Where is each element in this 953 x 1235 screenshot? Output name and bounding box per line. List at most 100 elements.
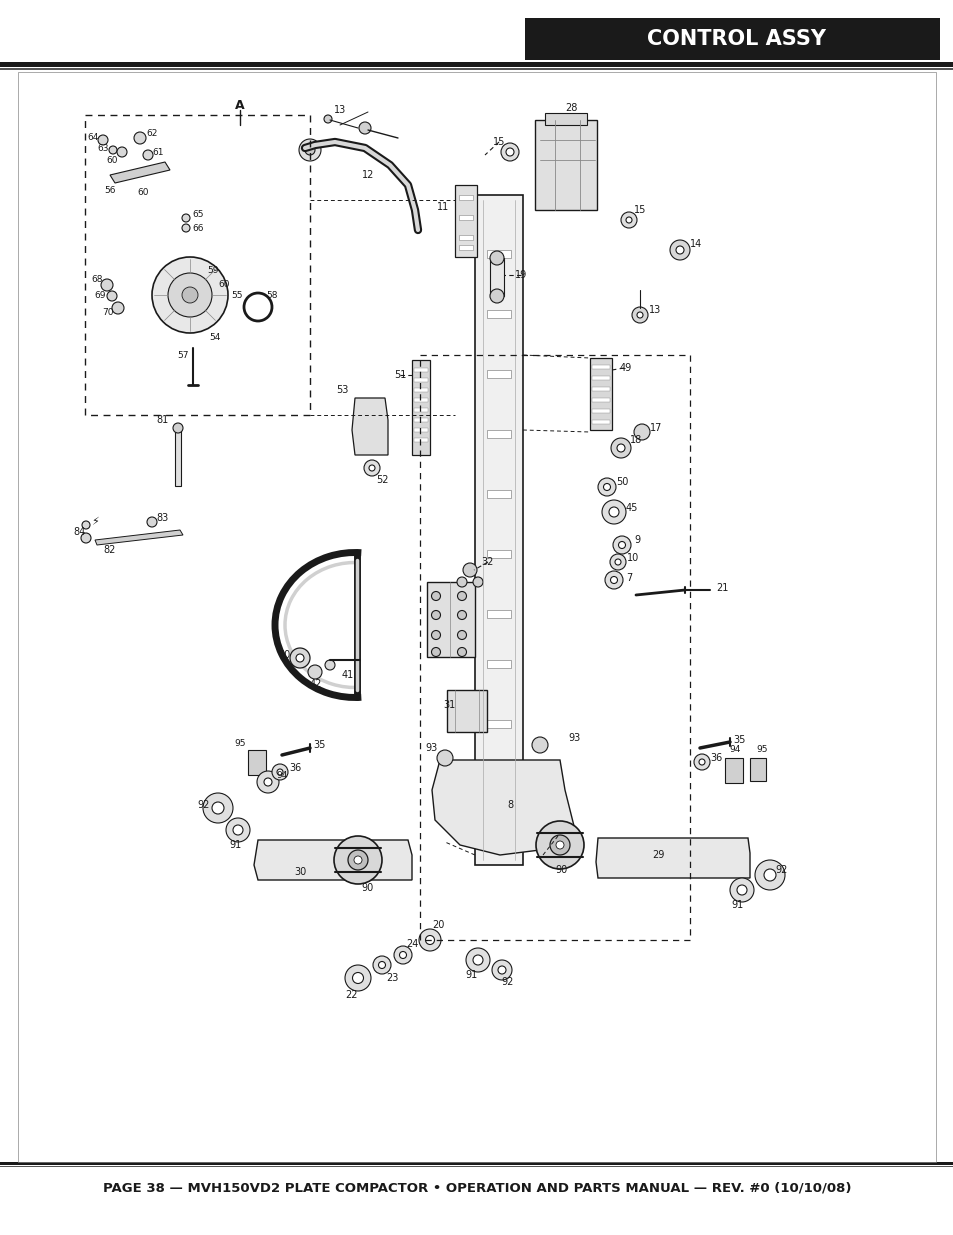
- Circle shape: [112, 303, 124, 314]
- Text: 82: 82: [104, 545, 116, 555]
- Text: 92: 92: [501, 977, 514, 987]
- Text: 36: 36: [709, 753, 721, 763]
- Bar: [524, 19, 939, 61]
- Text: 60: 60: [137, 188, 149, 196]
- Bar: [592, 366, 609, 369]
- Bar: [544, 112, 586, 125]
- Circle shape: [418, 929, 440, 951]
- Bar: [0, 68, 953, 69]
- Text: 41: 41: [341, 671, 354, 680]
- Text: 66: 66: [193, 224, 204, 232]
- Circle shape: [308, 664, 322, 679]
- Text: 81: 81: [156, 415, 169, 425]
- Text: 54: 54: [209, 333, 220, 342]
- Circle shape: [532, 737, 547, 753]
- Circle shape: [457, 610, 466, 620]
- Text: 91: 91: [230, 840, 242, 850]
- Text: 64: 64: [88, 132, 98, 142]
- Bar: [447, 690, 486, 732]
- Circle shape: [109, 146, 117, 154]
- Bar: [414, 429, 428, 432]
- Bar: [535, 120, 597, 210]
- Text: 52: 52: [375, 475, 388, 485]
- Circle shape: [505, 148, 514, 156]
- Bar: [592, 375, 609, 380]
- Circle shape: [203, 793, 233, 823]
- Text: 29: 29: [651, 850, 663, 860]
- Circle shape: [431, 592, 440, 600]
- Circle shape: [618, 541, 625, 548]
- Circle shape: [264, 778, 272, 785]
- Text: 36: 36: [289, 763, 301, 773]
- Bar: [458, 195, 473, 200]
- Circle shape: [373, 956, 391, 974]
- Bar: [414, 378, 428, 382]
- Text: 10: 10: [626, 553, 639, 563]
- Circle shape: [625, 217, 631, 224]
- Circle shape: [492, 960, 512, 981]
- Text: A: A: [235, 99, 245, 111]
- Text: 11: 11: [436, 203, 449, 212]
- Circle shape: [226, 818, 250, 842]
- Circle shape: [147, 517, 157, 527]
- Text: 31: 31: [442, 700, 455, 710]
- Bar: [486, 610, 511, 618]
- Text: 93: 93: [568, 734, 580, 743]
- Bar: [486, 659, 511, 668]
- Circle shape: [133, 132, 146, 144]
- Circle shape: [500, 143, 518, 161]
- Text: 24: 24: [405, 939, 417, 948]
- Bar: [486, 820, 511, 827]
- Text: 90: 90: [361, 883, 374, 893]
- Text: 20: 20: [432, 920, 444, 930]
- Circle shape: [364, 459, 379, 475]
- Bar: [458, 235, 473, 240]
- Circle shape: [462, 563, 476, 577]
- Circle shape: [290, 648, 310, 668]
- Text: 95: 95: [756, 746, 767, 755]
- Text: 35: 35: [733, 735, 745, 745]
- Bar: [0, 1166, 953, 1167]
- Text: 63: 63: [97, 143, 109, 152]
- Circle shape: [272, 764, 288, 781]
- Circle shape: [324, 115, 332, 124]
- Bar: [18, 72, 935, 1162]
- Text: 92: 92: [197, 800, 210, 810]
- Text: 9: 9: [634, 535, 639, 545]
- Circle shape: [168, 273, 212, 317]
- Circle shape: [729, 878, 753, 902]
- Circle shape: [394, 946, 412, 965]
- Text: ⚡: ⚡: [91, 517, 99, 527]
- Circle shape: [425, 935, 434, 945]
- Bar: [486, 490, 511, 498]
- Bar: [248, 750, 266, 776]
- Polygon shape: [253, 840, 412, 881]
- Circle shape: [305, 144, 314, 156]
- Polygon shape: [95, 530, 183, 545]
- Bar: [414, 388, 428, 391]
- Bar: [458, 245, 473, 249]
- Circle shape: [101, 279, 112, 291]
- Circle shape: [536, 821, 583, 869]
- Text: 18: 18: [629, 435, 641, 445]
- Circle shape: [699, 760, 704, 764]
- Text: 56: 56: [104, 185, 115, 194]
- Text: 83: 83: [156, 513, 169, 522]
- Bar: [458, 215, 473, 220]
- Bar: [486, 781, 511, 788]
- Bar: [486, 310, 511, 317]
- Circle shape: [334, 836, 381, 884]
- Text: 7: 7: [625, 573, 632, 583]
- Text: 55: 55: [231, 290, 242, 300]
- Circle shape: [298, 140, 320, 161]
- Text: 19: 19: [515, 270, 527, 280]
- Circle shape: [473, 577, 482, 587]
- Text: 51: 51: [394, 370, 406, 380]
- Circle shape: [82, 521, 90, 529]
- Text: 91: 91: [731, 900, 743, 910]
- Text: 93: 93: [425, 743, 437, 753]
- Text: 59: 59: [207, 266, 218, 274]
- Text: 15: 15: [493, 137, 505, 147]
- Circle shape: [610, 438, 630, 458]
- Text: 58: 58: [266, 290, 277, 300]
